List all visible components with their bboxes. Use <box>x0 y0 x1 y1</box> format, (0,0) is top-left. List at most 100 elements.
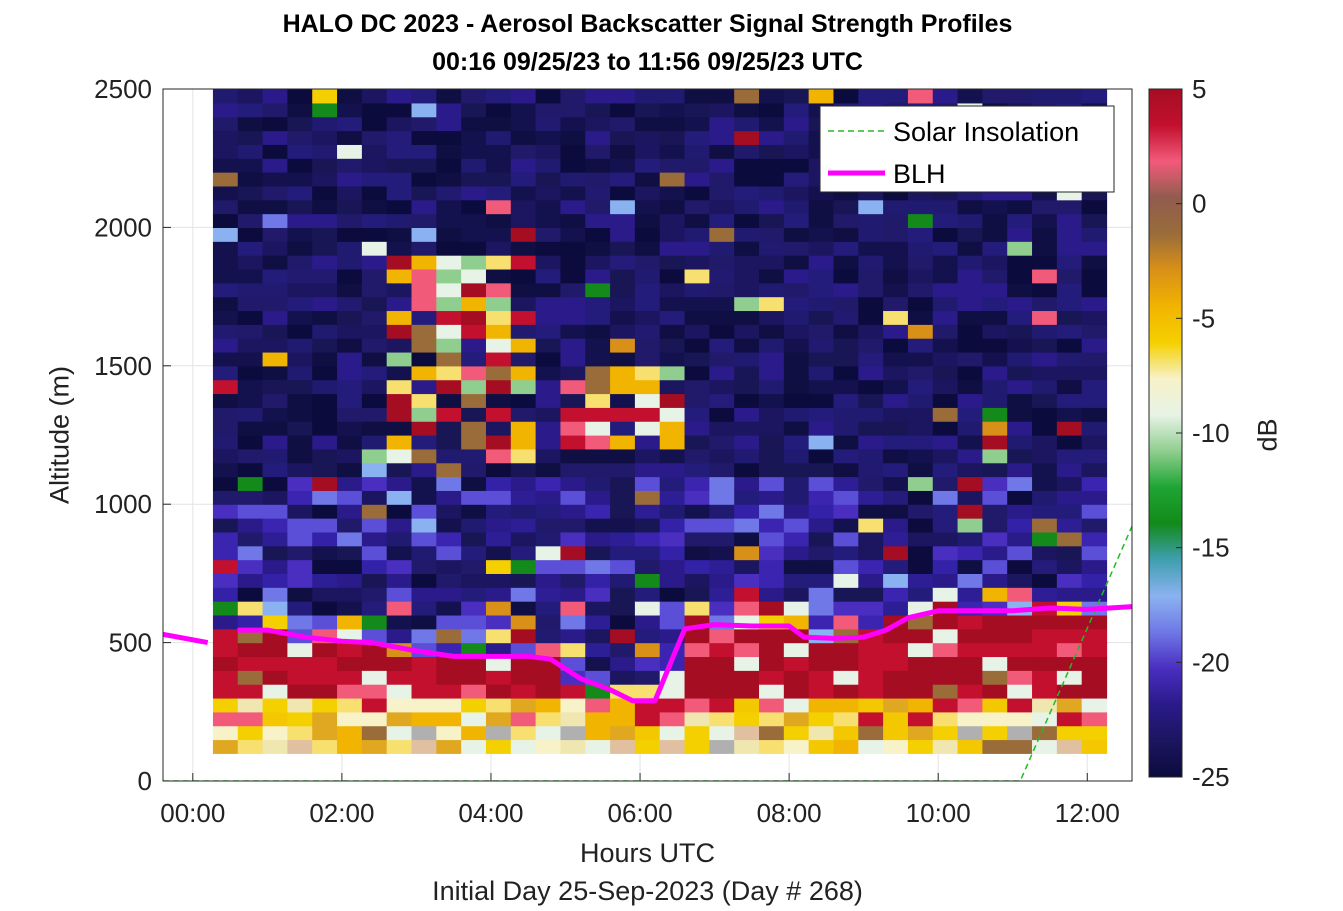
colorbar-tick-label: 0 <box>1192 189 1206 219</box>
heatmap-cell <box>510 490 537 505</box>
heatmap-cell <box>858 448 884 464</box>
heatmap-cell <box>1056 531 1083 547</box>
heatmap-cell <box>585 573 611 588</box>
heatmap-cell <box>659 255 686 270</box>
heatmap-cell <box>1056 199 1083 215</box>
heatmap-cell <box>461 476 487 491</box>
heatmap-cell <box>783 490 810 505</box>
heatmap-cell <box>957 490 984 505</box>
heatmap-cell <box>709 213 735 228</box>
heatmap-cell <box>337 739 363 754</box>
heatmap-cell <box>709 407 735 422</box>
heatmap-cell <box>212 102 239 118</box>
heatmap-cell <box>858 227 884 242</box>
heatmap-cell <box>585 739 611 754</box>
heatmap-cell <box>1081 241 1108 256</box>
heatmap-cell <box>535 89 562 104</box>
heatmap-cell <box>262 158 289 173</box>
heatmap-cell <box>982 559 1008 574</box>
heatmap-cell <box>560 462 586 478</box>
heatmap-cell <box>436 531 462 547</box>
heatmap-cell <box>386 573 413 588</box>
heatmap-cell <box>312 614 338 630</box>
x-tick-label: 02:00 <box>309 798 374 828</box>
heatmap-cell <box>287 601 313 616</box>
heatmap-cell <box>287 324 313 339</box>
heatmap-cell <box>610 158 636 173</box>
heatmap-cell <box>535 587 562 602</box>
heatmap-cell <box>932 393 959 408</box>
heatmap-cell <box>1007 490 1033 505</box>
heatmap-cell <box>461 573 487 588</box>
heatmap-cell <box>610 739 636 754</box>
heatmap-cell <box>312 670 338 685</box>
heatmap-cell <box>386 393 413 408</box>
heatmap-cell <box>436 448 462 464</box>
heatmap-cell <box>634 407 661 422</box>
heatmap-cell <box>337 476 363 491</box>
heatmap-cell <box>783 476 810 491</box>
heatmap-cell <box>510 213 537 228</box>
heatmap-cell <box>634 559 661 574</box>
heatmap-cell <box>1081 379 1108 395</box>
heatmap-cell <box>907 351 934 367</box>
heatmap-cell <box>361 559 388 574</box>
heatmap-cell <box>535 324 562 339</box>
heatmap-cell <box>461 421 487 436</box>
heatmap-cell <box>957 504 984 519</box>
heatmap-cell <box>361 614 388 630</box>
heatmap-cell <box>337 656 363 671</box>
heatmap-cell <box>560 268 586 284</box>
heatmap-cell <box>386 338 413 353</box>
heatmap-cell <box>610 351 636 367</box>
heatmap-cell <box>1007 268 1033 284</box>
heatmap-cell <box>734 711 760 727</box>
heatmap-cell <box>411 421 437 436</box>
heatmap-cell <box>833 642 859 658</box>
heatmap-cell <box>312 518 338 533</box>
heatmap-cell <box>485 407 512 422</box>
heatmap-cell <box>436 656 462 671</box>
heatmap-cell <box>932 670 959 685</box>
heatmap-cell <box>759 642 785 658</box>
heatmap-cell <box>957 351 984 367</box>
heatmap-cell <box>361 601 388 616</box>
heatmap-cell <box>684 310 710 325</box>
heatmap-cell <box>759 379 785 395</box>
heatmap-cell <box>957 227 984 242</box>
heatmap-cell <box>709 89 735 104</box>
heatmap-cell <box>262 448 289 464</box>
heatmap-cell <box>1032 268 1058 284</box>
heatmap-cell <box>461 296 487 312</box>
heatmap-cell <box>759 310 785 325</box>
heatmap-cell <box>982 545 1008 561</box>
heatmap-cell <box>1056 448 1083 464</box>
heatmap-cell <box>808 490 835 505</box>
heatmap-cell <box>287 102 313 118</box>
heatmap-cell <box>833 670 859 685</box>
heatmap-cell <box>1032 587 1058 602</box>
heatmap-cell <box>312 144 338 159</box>
heatmap-cell <box>634 739 661 754</box>
heatmap-cell <box>510 255 537 270</box>
heatmap-cell <box>684 102 710 118</box>
heatmap-cell <box>510 185 537 201</box>
heatmap-cell <box>634 268 661 284</box>
heatmap-cell <box>982 531 1008 547</box>
heatmap-cell <box>262 282 289 298</box>
heatmap-cell <box>262 490 289 505</box>
heatmap-cell <box>1081 407 1108 422</box>
heatmap-cell <box>907 282 934 298</box>
heatmap-cell <box>312 739 338 754</box>
heatmap-cell <box>833 504 859 519</box>
heatmap-cell <box>510 421 537 436</box>
heatmap-cell <box>907 310 934 325</box>
heatmap-cell <box>485 490 512 505</box>
heatmap-cell <box>411 393 437 408</box>
heatmap-cell <box>212 213 239 228</box>
heatmap-cell <box>436 725 462 741</box>
heatmap-cell <box>734 739 760 754</box>
colorbar-tick-label: -25 <box>1192 762 1230 792</box>
heatmap-cell <box>883 393 909 408</box>
heatmap-cell <box>560 518 586 533</box>
